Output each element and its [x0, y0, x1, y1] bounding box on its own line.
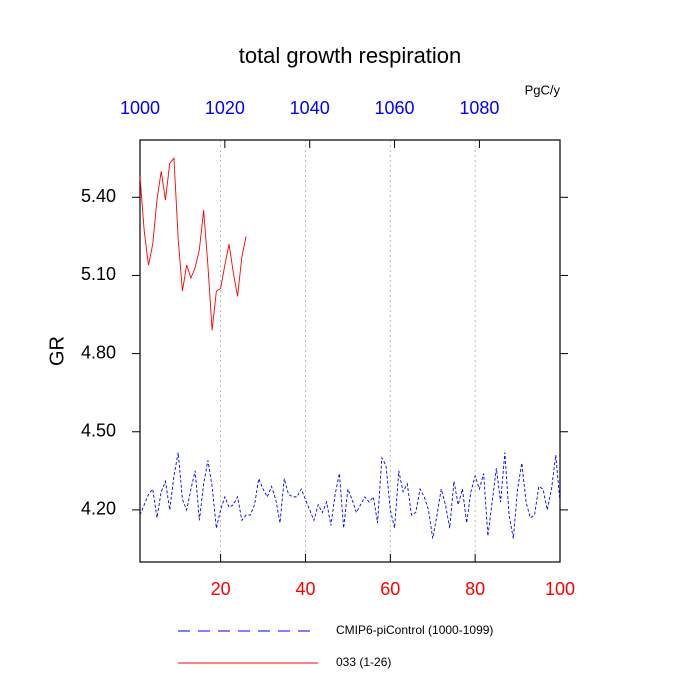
plot-frame	[139, 139, 561, 563]
legend-label: 033 (1-26)	[336, 655, 391, 669]
y-axis-label: GR	[46, 336, 68, 366]
x2-tick-label: 1080	[459, 98, 499, 118]
y-tick-label: 4.50	[81, 421, 116, 441]
x2-tick-label: 1000	[120, 98, 160, 118]
y-tick-label: 5.40	[81, 186, 116, 206]
x2-tick-label: 1060	[375, 98, 415, 118]
legend-label: CMIP6-piControl (1000-1099)	[336, 623, 493, 637]
x-tick-label: 100	[545, 579, 575, 599]
x-tick-label: 20	[211, 579, 231, 599]
y-tick-label: 5.10	[81, 264, 116, 284]
x2-tick-label: 1040	[290, 98, 330, 118]
x-tick-label: 40	[295, 579, 315, 599]
series-line	[139, 452, 561, 539]
series-line	[139, 157, 247, 331]
x-tick-label: 80	[465, 579, 485, 599]
unit-label: PgC/y	[525, 82, 561, 97]
x2-tick-label: 1020	[205, 98, 245, 118]
chart-title: total growth respiration	[239, 43, 462, 68]
x-tick-label: 60	[380, 579, 400, 599]
y-tick-label: 4.80	[81, 342, 116, 362]
y-tick-label: 4.20	[81, 499, 116, 519]
